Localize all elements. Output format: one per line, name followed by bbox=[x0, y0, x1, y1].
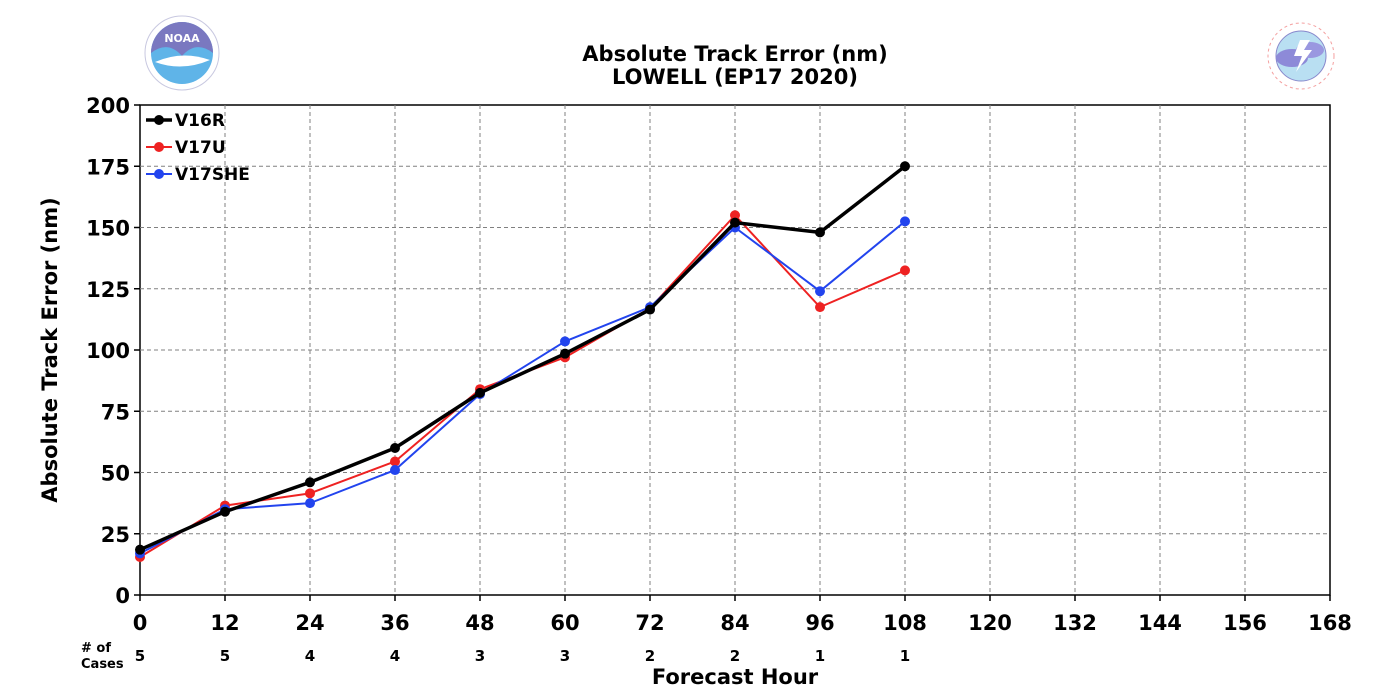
x-tick-label: 156 bbox=[1223, 611, 1267, 635]
legend-swatch-marker bbox=[154, 115, 164, 125]
x-tick-label: 132 bbox=[1053, 611, 1097, 635]
data-series bbox=[135, 161, 910, 563]
data-point bbox=[305, 477, 315, 488]
data-point bbox=[220, 506, 230, 517]
cases-count: 1 bbox=[900, 647, 910, 665]
series-v17she bbox=[135, 216, 910, 559]
data-point bbox=[730, 210, 740, 221]
noaa-logo-text: NOAA bbox=[164, 32, 200, 45]
data-point bbox=[900, 161, 910, 172]
series-v16r bbox=[135, 161, 910, 555]
cases-count: 1 bbox=[815, 647, 825, 665]
y-tick-label: 150 bbox=[86, 217, 130, 241]
cases-count: 5 bbox=[220, 647, 230, 665]
logos: NOAA bbox=[144, 15, 1336, 91]
data-point bbox=[305, 488, 315, 499]
legend-swatch-marker bbox=[154, 142, 164, 152]
legend-item-v16r: V16R bbox=[146, 111, 225, 131]
y-tick-label: 175 bbox=[86, 155, 130, 179]
y-tick-label: 200 bbox=[86, 94, 130, 118]
y-axis-label: Absolute Track Error (nm) bbox=[38, 197, 62, 502]
cases-count: 2 bbox=[645, 647, 655, 665]
cases-label-line2: Cases bbox=[81, 657, 124, 672]
y-tick-label: 125 bbox=[86, 278, 130, 302]
cases-count: 5 bbox=[135, 647, 145, 665]
x-tick-label: 144 bbox=[1138, 611, 1182, 635]
data-point bbox=[560, 348, 570, 359]
x-tick-label: 84 bbox=[720, 611, 749, 635]
chart-title: Absolute Track Error (nm) bbox=[582, 42, 887, 66]
legend-label: V17U bbox=[175, 138, 226, 158]
legend: V16R V17U V17SHE bbox=[146, 111, 250, 185]
data-point bbox=[475, 387, 485, 398]
data-point bbox=[135, 544, 145, 555]
y-tick-label: 100 bbox=[86, 339, 130, 363]
data-point bbox=[815, 286, 825, 297]
x-tick-label: 72 bbox=[635, 611, 664, 635]
axes: 0 12 24 36 48 60 72 84 96 108 120 132 144 156 168 0 25 50… bbox=[86, 94, 1352, 635]
y-tick-label: 50 bbox=[101, 462, 130, 486]
data-point bbox=[900, 265, 910, 276]
y-tick-label: 25 bbox=[101, 523, 130, 547]
cases-label-line1: # of bbox=[81, 641, 111, 656]
cases-count: 4 bbox=[305, 647, 315, 665]
labels: Absolute Track Error (nm) LOWELL (EP17 2… bbox=[38, 42, 888, 689]
x-axis-label: Forecast Hour bbox=[652, 665, 819, 689]
data-point bbox=[900, 216, 910, 227]
series-line bbox=[139, 164, 907, 552]
x-tick-label: 168 bbox=[1308, 611, 1352, 635]
legend-label: V16R bbox=[175, 111, 225, 131]
cases-count: 3 bbox=[475, 647, 485, 665]
x-tick-label: 120 bbox=[968, 611, 1012, 635]
x-tick-label: 12 bbox=[210, 611, 239, 635]
legend-swatch-marker bbox=[154, 169, 164, 179]
legend-item-v17u: V17U bbox=[146, 138, 226, 158]
x-tick-label: 24 bbox=[295, 611, 324, 635]
x-tick-label: 0 bbox=[133, 611, 148, 635]
x-tick-label: 60 bbox=[550, 611, 579, 635]
y-tick-label: 75 bbox=[101, 400, 130, 424]
chart-subtitle: LOWELL (EP17 2020) bbox=[612, 65, 858, 89]
x-tick-label: 108 bbox=[883, 611, 927, 635]
y-tick-label: 0 bbox=[115, 584, 130, 608]
series-line bbox=[139, 220, 906, 555]
data-point bbox=[645, 304, 655, 315]
cases-count: 2 bbox=[730, 647, 740, 665]
data-point bbox=[305, 498, 315, 509]
legend-item-v17she: V17SHE bbox=[146, 165, 250, 185]
data-point bbox=[730, 217, 740, 228]
nws-logo bbox=[1266, 21, 1336, 91]
x-tick-label: 48 bbox=[465, 611, 494, 635]
data-point bbox=[815, 302, 825, 313]
cases-count: 3 bbox=[560, 647, 570, 665]
cases-row: 5 5 4 4 3 3 2 2 1 1 bbox=[135, 647, 910, 665]
legend-label: V17SHE bbox=[175, 165, 250, 185]
data-point bbox=[390, 443, 400, 453]
data-point bbox=[390, 465, 400, 476]
data-point bbox=[815, 227, 825, 238]
data-point bbox=[390, 456, 400, 467]
x-tick-label: 36 bbox=[380, 611, 409, 635]
cases-count: 4 bbox=[390, 647, 400, 665]
noaa-logo: NOAA bbox=[144, 15, 220, 91]
x-tick-label: 96 bbox=[805, 611, 834, 635]
data-point bbox=[560, 336, 570, 347]
